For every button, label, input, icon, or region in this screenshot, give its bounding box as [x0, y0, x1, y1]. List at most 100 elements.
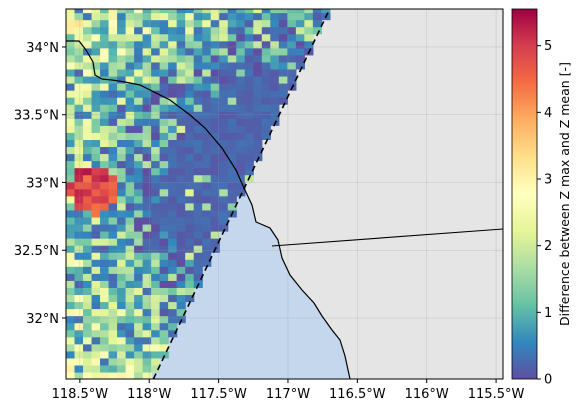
data-cell	[236, 33, 246, 42]
data-cell	[125, 33, 135, 42]
data-cell	[74, 160, 84, 169]
data-cell	[83, 202, 93, 211]
data-cell	[117, 223, 127, 232]
data-cell	[66, 315, 76, 324]
data-cell	[108, 202, 118, 211]
data-cell	[219, 153, 229, 162]
data-cell	[227, 47, 237, 56]
data-cell	[287, 12, 297, 21]
data-cell	[193, 174, 203, 183]
data-cell	[66, 231, 76, 239]
data-cell	[151, 153, 161, 162]
data-cell	[142, 266, 152, 274]
data-cell	[117, 202, 127, 211]
data-cell	[83, 216, 93, 225]
data-cell	[270, 68, 280, 77]
data-cell	[91, 364, 101, 373]
data-cell	[193, 238, 203, 246]
data-cell	[185, 139, 195, 148]
data-cell	[125, 273, 135, 281]
data-cell	[185, 12, 195, 21]
data-cell	[185, 153, 195, 162]
data-cell	[202, 111, 212, 119]
data-cell	[236, 132, 246, 140]
data-cell	[91, 153, 101, 162]
data-cell	[74, 97, 84, 105]
data-cell	[151, 238, 161, 246]
data-cell	[100, 294, 110, 303]
data-cell	[278, 26, 288, 35]
data-cell	[168, 238, 178, 246]
data-cell	[227, 90, 237, 98]
data-cell	[159, 202, 169, 211]
data-cell	[159, 47, 169, 56]
data-cell	[74, 231, 84, 239]
data-cell	[151, 146, 161, 155]
data-cell	[66, 90, 76, 98]
data-cell	[176, 188, 186, 197]
data-cell	[83, 68, 93, 77]
data-cell	[159, 97, 169, 105]
data-cell	[125, 118, 135, 126]
data-cell	[91, 19, 101, 28]
map-plot-area	[66, 9, 503, 379]
data-cell	[210, 90, 220, 98]
data-cell	[159, 245, 169, 253]
data-cell	[134, 90, 144, 98]
data-cell	[210, 132, 220, 140]
data-cell	[295, 9, 305, 14]
data-cell	[108, 160, 118, 169]
data-cell	[74, 315, 84, 324]
data-cell	[202, 167, 212, 176]
data-cell	[244, 167, 254, 176]
data-cell	[83, 238, 93, 246]
data-cell	[168, 174, 178, 183]
data-cell	[91, 125, 101, 133]
data-cell	[312, 26, 322, 35]
data-cell	[227, 12, 237, 21]
data-cell	[117, 125, 127, 133]
data-cell	[176, 252, 186, 260]
data-cell	[193, 90, 203, 98]
data-cell	[83, 111, 93, 119]
data-cell	[219, 26, 229, 35]
data-cell	[74, 273, 84, 281]
data-cell	[168, 301, 178, 310]
data-cell	[125, 54, 135, 63]
data-cell	[142, 90, 152, 98]
data-cell	[91, 280, 101, 288]
data-cell	[210, 54, 220, 63]
data-cell	[219, 223, 229, 232]
data-cell	[100, 61, 110, 70]
data-cell	[287, 61, 297, 70]
data-cell	[134, 181, 144, 190]
data-cell	[117, 350, 127, 359]
data-cell	[159, 160, 169, 169]
data-cell	[227, 33, 237, 42]
data-cell	[210, 83, 220, 91]
data-cell	[83, 245, 93, 253]
data-cell	[117, 153, 127, 162]
data-cell	[142, 118, 152, 126]
data-cell	[100, 26, 110, 35]
data-cell	[83, 371, 93, 379]
data-cell	[193, 209, 203, 218]
data-cell	[236, 153, 246, 162]
data-cell	[125, 12, 135, 21]
data-cell	[185, 146, 195, 155]
data-cell	[91, 202, 101, 211]
data-cell	[74, 350, 84, 359]
data-cells	[66, 9, 331, 379]
data-cell	[185, 231, 195, 239]
data-cell	[244, 68, 254, 77]
data-cell	[74, 47, 84, 56]
colorbar-tick-label: 4	[544, 106, 552, 121]
data-cell	[261, 97, 271, 105]
data-cell	[227, 19, 237, 28]
data-cell	[176, 160, 186, 169]
data-cell	[176, 308, 186, 317]
data-cell	[83, 90, 93, 98]
data-cell	[66, 40, 76, 49]
data-cell	[253, 118, 263, 126]
data-cell	[117, 160, 127, 169]
